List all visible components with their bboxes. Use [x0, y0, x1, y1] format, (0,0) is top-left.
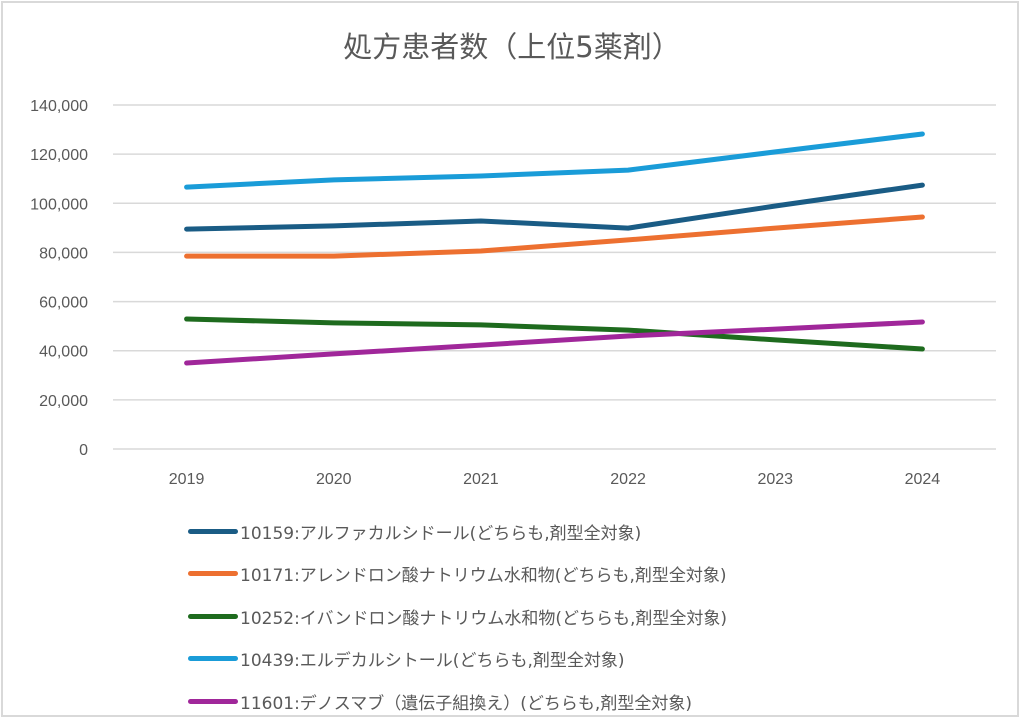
y-tick-label: 60,000	[39, 295, 88, 312]
x-tick-label: 2020	[316, 471, 352, 488]
series-line-10171	[184, 214, 925, 259]
legend-label: 10252:イバンドロン酸ナトリウム水和物(どちらも,剤型全対象)	[240, 608, 727, 629]
legend-item: 10171:アレンドロン酸ナトリウム水和物(どちらも,剤型全対象)	[188, 553, 727, 596]
legend: 10159:アルファカルシドール(どちらも,剤型全対象) 10171:アレンドロン…	[188, 510, 727, 723]
series-line-10439	[184, 131, 925, 190]
legend-item: 11601:デノスマブ（遺伝子組換え）(どちらも,剤型全対象)	[188, 680, 727, 723]
y-tick-label: 0	[79, 442, 88, 459]
series-line-10252	[184, 316, 925, 352]
y-tick-label: 40,000	[39, 344, 88, 361]
legend-item: 10439:エルデカルシトール(どちらも,剤型全対象)	[188, 638, 727, 681]
legend-item: 10252:イバンドロン酸ナトリウム水和物(どちらも,剤型全対象)	[188, 595, 727, 638]
legend-item: 10159:アルファカルシドール(どちらも,剤型全対象)	[188, 510, 727, 553]
x-tick-label: 2019	[169, 471, 205, 488]
y-tick-label: 80,000	[39, 245, 88, 262]
x-tick-label: 2022	[610, 471, 646, 488]
y-tick-label: 20,000	[39, 393, 88, 410]
y-tick-label: 140,000	[30, 98, 88, 115]
legend-swatch	[188, 613, 238, 619]
gridlines	[113, 104, 996, 450]
x-tick-label: 2024	[905, 471, 941, 488]
series-lines	[184, 131, 925, 366]
legend-swatch	[188, 698, 238, 704]
x-axis-ticks: 2019 2020 2021 2022 2023 2024	[169, 471, 941, 488]
chart-title: 処方患者数（上位5薬剤）	[343, 30, 681, 64]
series-line-10159	[184, 182, 925, 232]
y-tick-label: 120,000	[30, 147, 88, 164]
legend-swatch	[188, 656, 238, 662]
x-tick-label: 2021	[463, 471, 499, 488]
legend-label: 11601:デノスマブ（遺伝子組換え）(どちらも,剤型全対象)	[240, 693, 692, 714]
legend-swatch	[188, 528, 238, 534]
legend-label: 10171:アレンドロン酸ナトリウム水和物(どちらも,剤型全対象)	[240, 566, 727, 587]
legend-label: 10159:アルファカルシドール(どちらも,剤型全対象)	[240, 523, 642, 544]
legend-label: 10439:エルデカルシトール(どちらも,剤型全対象)	[240, 651, 625, 672]
y-axis-ticks: 0 20,000 40,000 60,000 80,000 100,000 120,000 1…	[30, 98, 88, 459]
y-tick-label: 100,000	[30, 196, 88, 213]
legend-swatch	[188, 571, 238, 577]
x-tick-label: 2023	[757, 471, 793, 488]
series-line-11601	[184, 319, 925, 366]
